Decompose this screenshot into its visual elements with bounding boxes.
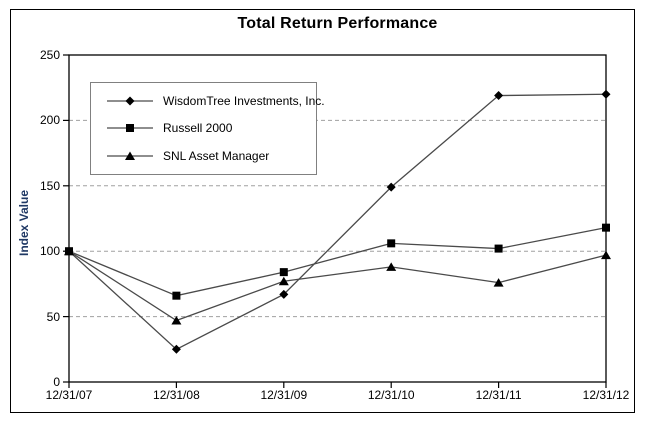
data-point-marker-diamond <box>601 89 611 99</box>
data-point-marker-triangle <box>171 316 182 325</box>
plot-border <box>68 54 607 383</box>
x-tick-label: 12/31/12 <box>582 388 630 402</box>
legend-label: Russell 2000 <box>163 121 233 136</box>
data-point-marker-triangle <box>386 262 397 271</box>
data-point-marker-square <box>602 223 610 232</box>
y-tick-label: 200 <box>39 113 60 128</box>
legend-marker-icon <box>107 124 153 133</box>
data-point-marker-triangle <box>601 250 611 260</box>
legend-entry: WisdomTree Investments, Inc. <box>107 94 325 108</box>
data-point-marker-triangle <box>125 151 135 161</box>
data-point-marker-diamond <box>171 344 181 354</box>
data-point-marker-triangle <box>493 278 504 287</box>
y-tick-label: 0 <box>53 375 60 389</box>
data-point-marker-square <box>494 244 503 253</box>
legend-marker-icon <box>107 151 153 161</box>
data-point-marker-square <box>172 291 181 300</box>
legend-label: WisdomTree Investments, Inc. <box>163 93 325 108</box>
data-point-marker-square <box>279 268 288 277</box>
legend-label: SNL Asset Manager <box>163 149 270 164</box>
legend-entry: SNL Asset Manager <box>107 149 312 163</box>
data-point-marker-square <box>126 124 134 133</box>
series-line <box>68 93 607 351</box>
legend-entry: Russell 2000 <box>107 121 312 135</box>
data-point-marker-square <box>387 239 396 248</box>
chart-legend: WisdomTree Investments, Inc. Russell 2000… <box>90 82 325 175</box>
y-tick-label: 250 <box>39 48 60 62</box>
x-tick-label: 12/31/11 <box>475 388 522 402</box>
y-tick-label: 100 <box>39 244 60 259</box>
data-point-marker-triangle <box>278 276 289 286</box>
series-line <box>68 227 607 297</box>
data-point-marker-diamond <box>125 96 135 106</box>
x-tick-label: 12/31/07 <box>45 388 93 402</box>
series-line <box>68 250 607 322</box>
data-point-marker-diamond <box>386 182 396 192</box>
data-point-marker-square <box>65 247 73 256</box>
y-tick-label: 150 <box>39 178 60 193</box>
data-point-marker-diamond <box>279 289 289 299</box>
chart-title: Total Return Performance <box>237 15 438 32</box>
x-tick-label: 12/31/09 <box>260 388 308 402</box>
data-point-marker-diamond <box>494 91 504 101</box>
y-tick-label: 50 <box>46 309 60 324</box>
x-tick-label: 12/31/08 <box>153 388 200 402</box>
legend-marker-icon <box>107 96 153 106</box>
x-tick-label: 12/31/10 <box>367 388 415 402</box>
chart-frame <box>10 9 635 413</box>
